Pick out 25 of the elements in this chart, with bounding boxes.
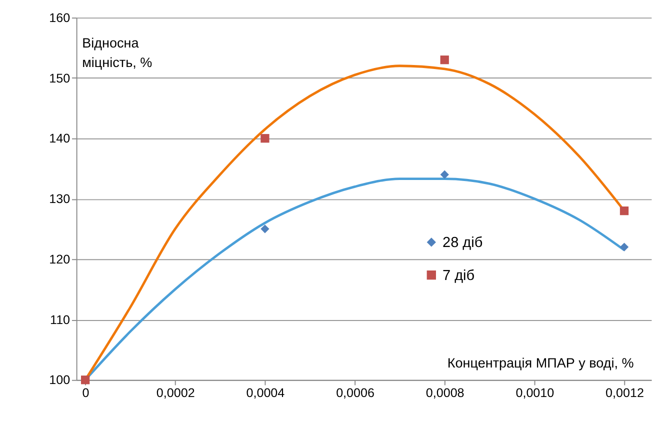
point (260, 224, 270, 234)
point (440, 56, 449, 64)
x-tick-label: 0,0008 (426, 386, 464, 400)
y-tick-label: 160 (49, 10, 70, 25)
point (440, 170, 449, 179)
y-tick-label: 130 (49, 192, 70, 206)
x-tick-label: 0 (82, 386, 90, 400)
legend-label: 7 діб (442, 268, 475, 284)
y-tick-label: 140 (49, 132, 70, 146)
legend-label: 28 діб (442, 235, 483, 252)
y-tick-label: 110 (50, 312, 70, 327)
x-tick-label: 0,0010 (516, 386, 554, 400)
point (620, 242, 629, 252)
y-tick-label: 150 (49, 71, 70, 86)
y-axis-title: Відносна міцність, % (82, 36, 152, 70)
y-tick-label: 120 (49, 252, 70, 266)
point (260, 134, 270, 143)
x-tick-label: 0,0012 (606, 386, 644, 400)
y-tick-label: 100 (49, 373, 70, 388)
x-tick-label: 0,0002 (156, 386, 195, 400)
x-tick-label: 0,0004 (246, 386, 285, 400)
point (620, 206, 629, 216)
x-axis-title: Концентрація МПАР у воді, % (447, 355, 634, 370)
point (80, 376, 90, 384)
x-tick-label: 0,0006 (336, 386, 374, 400)
